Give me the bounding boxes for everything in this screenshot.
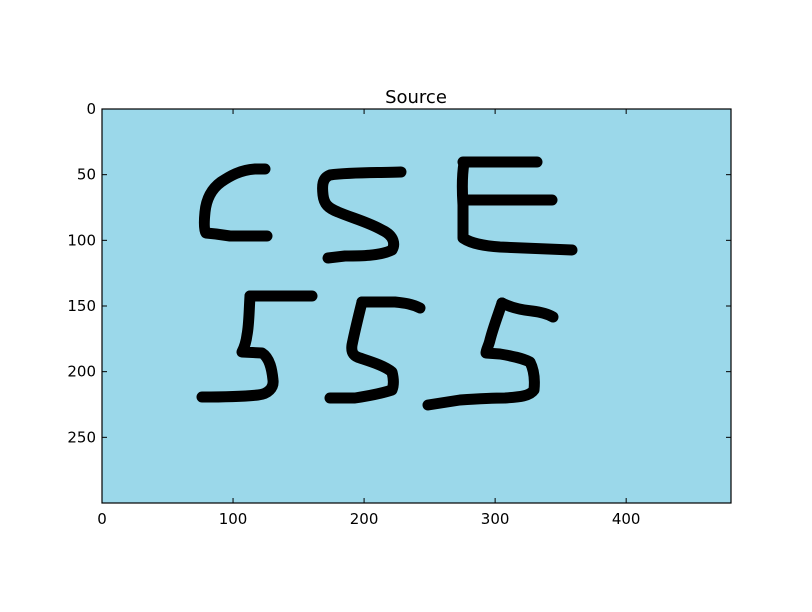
y-tick-label: 150: [67, 297, 96, 315]
x-tick-label: 300: [481, 510, 510, 528]
y-tick-label: 250: [67, 428, 96, 446]
letter-s-stroke: [317, 166, 407, 264]
y-tick-label: 200: [67, 363, 96, 381]
y-tick-label: 0: [86, 100, 96, 118]
y-tick-label: 100: [67, 231, 96, 249]
handwriting: [196, 156, 578, 411]
y-tick-label: 50: [77, 166, 96, 184]
digit-5-c-body: [422, 297, 540, 411]
y-axis: 0 50 100 150 200 250: [67, 100, 731, 446]
digit-5-a-body: [196, 290, 279, 403]
digit-5-b-top: [356, 296, 426, 314]
x-tick-label: 200: [350, 510, 379, 528]
figure-title: Source: [385, 87, 447, 108]
letter-c-stroke: [198, 163, 273, 242]
x-tick-label: 0: [97, 510, 107, 528]
x-tick-label: 100: [219, 510, 248, 528]
x-axis: 0 100 200 300 400: [97, 109, 640, 528]
letter-e-vertical: [456, 157, 578, 256]
digit-5-c-top: [496, 297, 559, 323]
digit-5-b-body: [324, 296, 399, 404]
x-tick-label: 400: [612, 510, 641, 528]
